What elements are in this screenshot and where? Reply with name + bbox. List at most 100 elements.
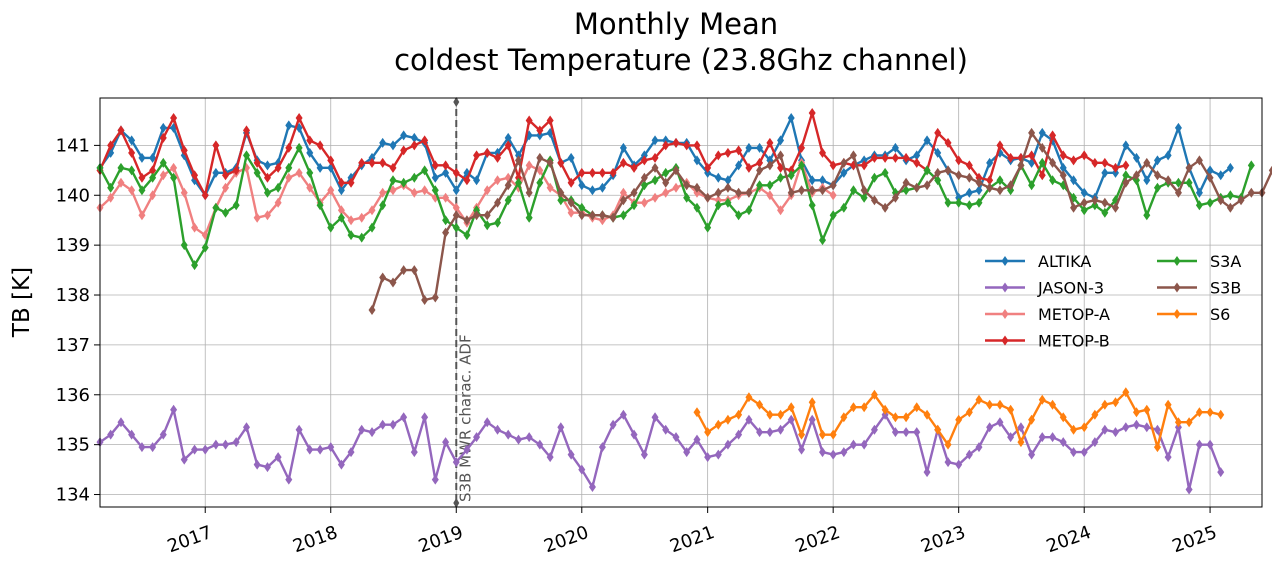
data-point [1049,399,1057,410]
data-point [870,389,878,400]
data-point [285,172,293,183]
data-point [263,172,271,183]
data-point [704,427,712,438]
data-point [619,142,627,153]
data-point [640,180,648,191]
series-s6 [693,387,1225,453]
legend-label: S6 [1210,305,1230,324]
data-point [923,180,931,191]
legend-marker [1173,282,1181,293]
data-point [452,167,460,178]
data-point [819,147,827,158]
data-point [849,150,857,161]
data-point [777,205,785,216]
data-point [955,155,963,166]
data-point [704,452,712,463]
data-point [295,142,303,153]
data-point [421,135,429,146]
data-point [483,147,491,158]
data-point [1091,195,1099,206]
data-point [714,200,722,211]
data-point [975,394,983,405]
data-point [756,157,764,168]
data-point [934,127,942,138]
data-point [274,182,282,193]
data-point [777,172,785,183]
data-point [840,202,848,213]
data-point [546,182,554,193]
data-point [525,187,533,198]
data-point [546,157,554,168]
data-point [128,429,136,440]
data-point [619,409,627,420]
data-point [212,140,220,151]
data-point [170,172,178,183]
data-point [1101,197,1109,208]
data-point [860,439,868,450]
data-point [1091,437,1099,448]
data-point [483,185,491,196]
data-point [285,474,293,485]
data-point [1080,197,1088,208]
data-point [253,167,261,178]
data-point [274,452,282,463]
data-point [149,442,157,453]
data-point [1153,155,1161,166]
data-point [494,175,502,186]
data-point [222,439,230,450]
data-point [494,197,502,208]
data-point [829,449,837,460]
data-point [1028,414,1036,425]
data-point [212,439,220,450]
data-point [368,427,376,438]
data-point [316,200,324,211]
data-point [798,160,806,171]
data-point [578,202,586,213]
data-point [1070,155,1078,166]
data-point [347,230,355,241]
data-point [840,157,848,168]
data-point [965,187,973,198]
data-point [525,160,533,171]
data-point [683,180,691,191]
data-point [1091,157,1099,168]
data-point [274,197,282,208]
data-point [180,454,188,465]
data-point [117,162,125,173]
data-point [798,444,806,455]
data-point [619,210,627,221]
data-point [829,160,837,171]
annotation-marker [453,97,460,107]
data-point [934,167,942,178]
data-point [683,192,691,203]
data-point [609,212,617,223]
data-point [724,147,732,158]
data-point [1195,200,1203,211]
data-point [955,459,963,470]
data-point [232,200,240,211]
data-point [777,409,785,420]
data-point [923,467,931,478]
data-point [598,210,606,221]
chart-title-line-2: coldest Temperature (23.8Ghz channel) [394,43,968,77]
data-point [735,160,743,171]
data-point [442,437,450,448]
data-point [975,442,983,453]
data-point [902,177,910,188]
data-point [442,160,450,171]
data-point [1217,409,1225,420]
data-point [567,197,575,208]
data-point [630,162,638,173]
data-point [609,419,617,430]
data-point [379,157,387,168]
data-point [347,215,355,226]
data-point [1038,157,1046,168]
data-point [1217,170,1225,181]
data-point [442,192,450,203]
data-point [1143,404,1151,415]
data-point [421,412,429,423]
data-point [598,182,606,193]
data-point [159,132,167,143]
data-point [285,120,293,131]
data-point [159,170,167,181]
